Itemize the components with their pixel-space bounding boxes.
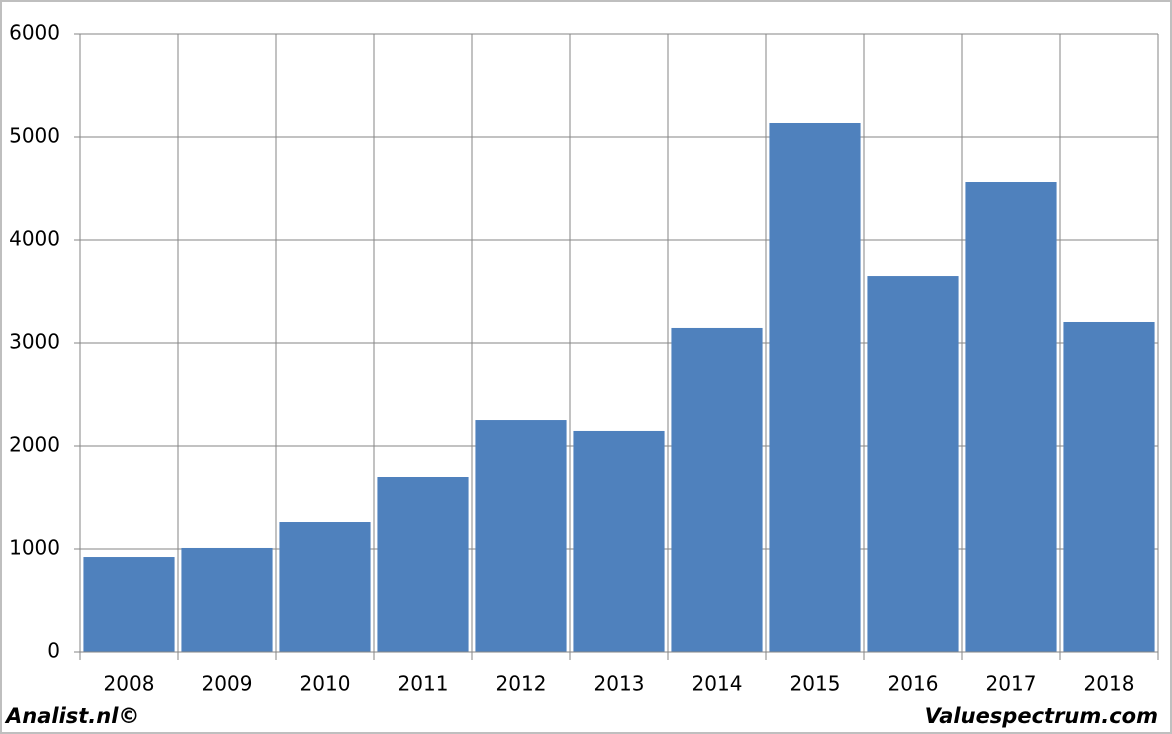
y-tick-label: 4000 [9,227,60,251]
bar [83,557,175,652]
bar [279,522,371,652]
x-tick-label: 2015 [790,672,841,696]
footer-left: Analist.nl© [4,704,139,728]
x-tick-label: 2018 [1084,672,1135,696]
x-tick-label: 2010 [300,672,351,696]
x-tick-label: 2008 [104,672,155,696]
x-tick-label: 2014 [692,672,743,696]
x-tick-label: 2017 [986,672,1037,696]
x-tick-label: 2011 [398,672,449,696]
bar [1063,321,1155,652]
bar [769,122,861,652]
bar [965,182,1057,653]
y-tick-label: 1000 [9,536,60,560]
x-tick-label: 2009 [202,672,253,696]
y-tick-label: 5000 [9,124,60,148]
bar [181,547,273,652]
bar [867,276,959,652]
x-tick-label: 2016 [888,672,939,696]
y-tick-label: 3000 [9,330,60,354]
y-tick-label: 6000 [9,21,60,45]
bar [377,477,469,652]
y-tick-label: 2000 [9,433,60,457]
x-tick-label: 2012 [496,672,547,696]
bar [671,327,763,652]
y-tick-label: 0 [47,639,60,663]
x-tick-label: 2013 [594,672,645,696]
bar [573,430,665,652]
footer-right: Valuespectrum.com [925,704,1158,728]
bar [475,420,567,652]
